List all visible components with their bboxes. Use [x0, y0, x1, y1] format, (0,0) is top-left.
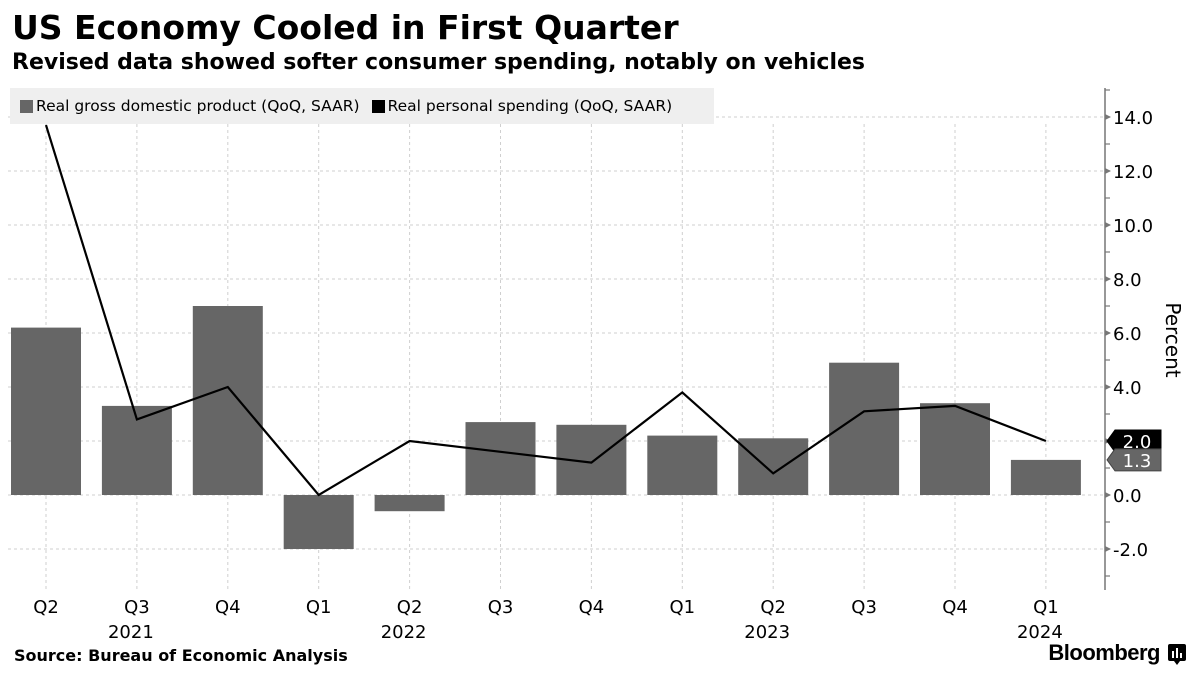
- y-tick-marker: [1105, 546, 1111, 552]
- y-tick-label: 6.0: [1113, 324, 1142, 345]
- y-tick-marker: [1105, 492, 1111, 498]
- last-value-tag-gdp-shape: [1106, 448, 1162, 472]
- chart-title: US Economy Cooled in First Quarter: [12, 8, 679, 47]
- y-tick-label: 10.0: [1113, 216, 1153, 237]
- last-value-tag-spending-text: 2.0: [1123, 432, 1152, 453]
- y-tick-marker: [1105, 384, 1111, 390]
- legend: Real gross domestic product (QoQ, SAAR) …: [10, 88, 714, 124]
- bar-gdp-q3-2021: [101, 405, 172, 495]
- y-axis: -2.0 0.0 2.0 4.0 6.0 8.0 10.0 12.0 14.0: [1104, 88, 1153, 590]
- x-tick-label: Q2: [33, 597, 59, 618]
- last-value-tag-spending: 2.0: [1106, 429, 1162, 453]
- bar-gdp-q1-2022: [283, 495, 354, 549]
- bar-gdp-q2-2023: [738, 438, 809, 495]
- x-tick-label: Q3: [488, 597, 514, 618]
- x-tick-label: Q1: [669, 597, 695, 618]
- x-tick-label: Q2: [397, 597, 423, 618]
- x-tick-label: Q1: [306, 597, 332, 618]
- y-tick-label: 8.0: [1113, 270, 1142, 291]
- bar-gdp-q1-2024: [1010, 459, 1081, 495]
- bar-gdp-q4-2021: [192, 306, 263, 495]
- x-tick-label: Q2: [760, 597, 786, 618]
- spending-line: [44, 124, 1047, 497]
- bar-gdp-q4-2023: [920, 403, 990, 495]
- bar-gdp-q3-2022: [465, 422, 536, 495]
- y-tick-marker: [1105, 222, 1111, 228]
- y-tick-marker: [1105, 168, 1111, 174]
- y-tick-label: 0.0: [1113, 486, 1142, 507]
- y-tick-label: 4.0: [1113, 378, 1142, 399]
- x-tick-label: Q3: [124, 597, 150, 618]
- x-tick-label: Q3: [851, 597, 877, 618]
- y-tick-marker: [1105, 276, 1111, 282]
- bar-gdp-q1-2023: [647, 435, 718, 495]
- bar-gdp-q3-2023: [829, 362, 900, 495]
- y-tick-label: 14.0: [1113, 108, 1153, 129]
- last-value-tag-gdp: 1.3: [1106, 448, 1162, 472]
- x-tick-label: Q4: [579, 597, 605, 618]
- gdp-bars: [11, 306, 1081, 549]
- legend-item-gdp: Real gross domestic product (QoQ, SAAR): [20, 97, 360, 115]
- x-year-label: 2021: [108, 622, 154, 643]
- legend-label-spending: Real personal spending (QoQ, SAAR): [387, 97, 673, 115]
- x-tick-label: Q1: [1033, 597, 1059, 618]
- legend-swatch-gdp: [20, 99, 33, 113]
- bar-gdp-q2-2022: [374, 495, 445, 512]
- bloomberg-chart-icon: [1168, 644, 1186, 665]
- chart-subtitle: Revised data showed softer consumer spen…: [12, 50, 866, 75]
- last-value-tag-gdp-text: 1.3: [1123, 451, 1152, 472]
- last-value-tags: 2.01.3: [1106, 429, 1162, 472]
- y-tick-marker: [1105, 114, 1111, 120]
- line-spending: [44, 124, 1047, 497]
- y-tick-marker: [1105, 330, 1111, 336]
- x-year-label: 2024: [1017, 622, 1063, 643]
- legend-swatch-spending: [371, 99, 385, 113]
- brand-logo: Bloomberg: [1048, 640, 1160, 665]
- x-tick-label: Q4: [942, 597, 968, 618]
- bar-gdp-q2-2021: [11, 327, 81, 495]
- legend-label-gdp: Real gross domestic product (QoQ, SAAR): [36, 97, 360, 115]
- x-year-label: 2023: [744, 622, 790, 643]
- source-note: Source: Bureau of Economic Analysis: [14, 646, 348, 665]
- x-tick-label: Q4: [215, 597, 241, 618]
- x-year-label: 2022: [381, 622, 427, 643]
- y-tick-label: -2.0: [1113, 540, 1148, 561]
- legend-item-spending: Real personal spending (QoQ, SAAR): [371, 97, 673, 115]
- grid-lines: [8, 116, 1105, 590]
- y-axis-label: Percent: [1161, 302, 1185, 377]
- y-tick-label: 12.0: [1113, 162, 1153, 183]
- x-axis: Q2 Q3 2021 Q4 Q1 Q2 2022 Q3 Q4 Q1 Q2 2023 Q3 Q4 Q1 2024: [33, 597, 1063, 643]
